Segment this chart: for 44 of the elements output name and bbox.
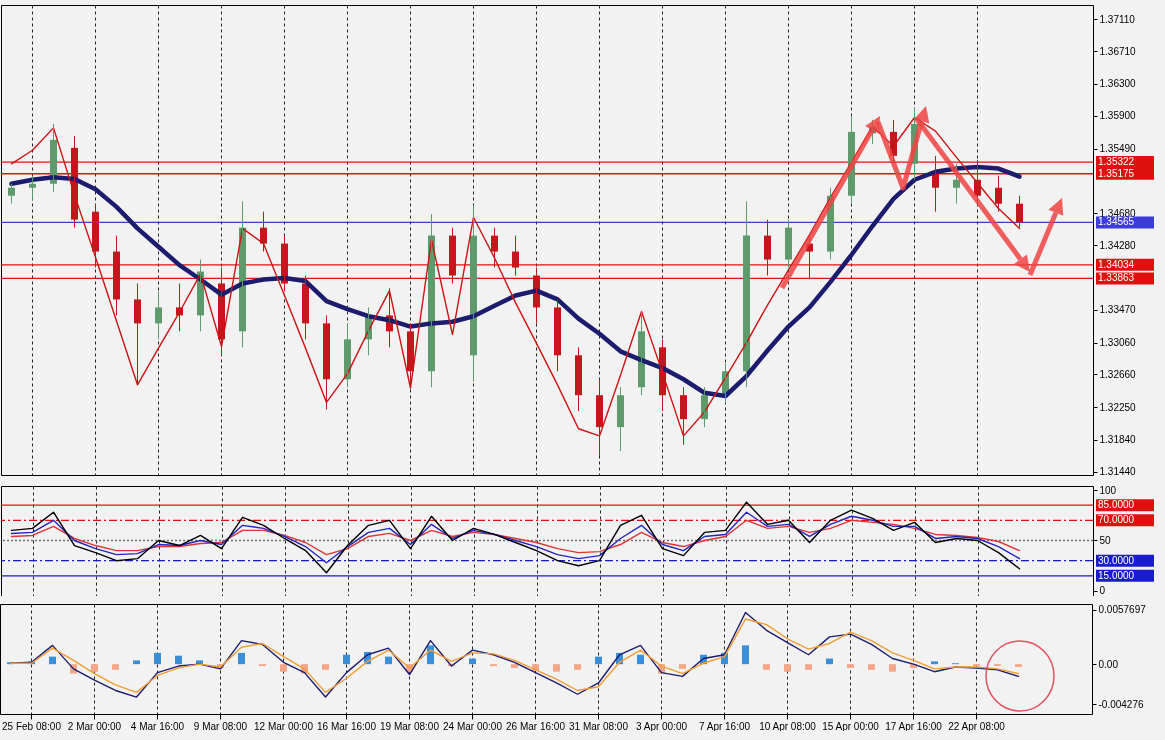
ref-line-label: 1.35175 [1098,167,1135,179]
y-tick-label: 1.33060 [1099,337,1137,349]
ref-line-label: 15.0000 [1098,569,1135,581]
x-tick-label: 4 Mar 16:00 [130,720,185,732]
y-tick-label: 1.33470 [1099,304,1137,316]
x-tick-label: 17 Apr 16:00 [885,720,943,732]
x-tick-label: 24 Mar 00:00 [443,720,503,732]
x-tick-label: 12 Mar 00:00 [254,720,314,732]
y-tick-label: 1.31440 [1099,466,1137,478]
x-tick-label: 10 Apr 08:00 [759,720,817,732]
y-tick-label: 0.0057697 [1098,604,1147,616]
x-tick-label: 26 Mar 16:00 [506,720,566,732]
y-tick-label: 1.32250 [1099,401,1137,413]
y-tick-label: 1.31840 [1099,434,1137,446]
y-tick-label: 1.37110 [1099,13,1136,25]
x-tick-label: 31 Mar 08:00 [569,720,629,732]
ref-line-label: 1.35322 [1098,156,1135,168]
y-tick-label: 1.35490 [1099,143,1137,155]
x-tick-label: 3 Apr 00:00 [635,720,688,732]
ref-line-label: 30.0000 [1098,554,1135,566]
y-tick-label: 1.36300 [1099,78,1137,90]
x-tick-label: 2 Mar 00:00 [67,720,122,732]
x-tick-label: 9 Mar 08:00 [193,720,248,732]
x-tick-label: 19 Mar 08:00 [380,720,440,732]
y-tick-label: 50 [1099,535,1112,546]
y-tick-label: 100 [1099,484,1117,496]
ref-line-label: 1.34034 [1098,258,1135,270]
x-tick-label: 15 Apr 00:00 [822,720,880,732]
y-tick-label: -0.004276 [1098,698,1144,710]
y-tick-label: 0 [1099,585,1106,597]
ref-line-label: 70.0000 [1098,514,1135,526]
x-tick-label: 7 Apr 16:00 [698,720,751,732]
x-tick-label: 25 Feb 08:00 [2,720,62,732]
y-tick-label: 1.34280 [1099,239,1137,251]
ref-line-label: 1.34565 [1098,216,1135,228]
x-tick-label: 16 Mar 16:00 [317,720,377,732]
y-tick-label: 0.00 [1098,658,1119,670]
ref-line-label: 85.0000 [1098,499,1135,511]
y-tick-label: 1.36710 [1099,45,1137,57]
y-tick-label: 1.34680 [1099,207,1137,219]
y-tick-label: 1.35900 [1099,110,1137,122]
y-tick-label: 1.32660 [1099,368,1137,380]
x-tick-label: 22 Apr 08:00 [948,720,1006,732]
ref-line-label: 1.33863 [1098,272,1135,284]
